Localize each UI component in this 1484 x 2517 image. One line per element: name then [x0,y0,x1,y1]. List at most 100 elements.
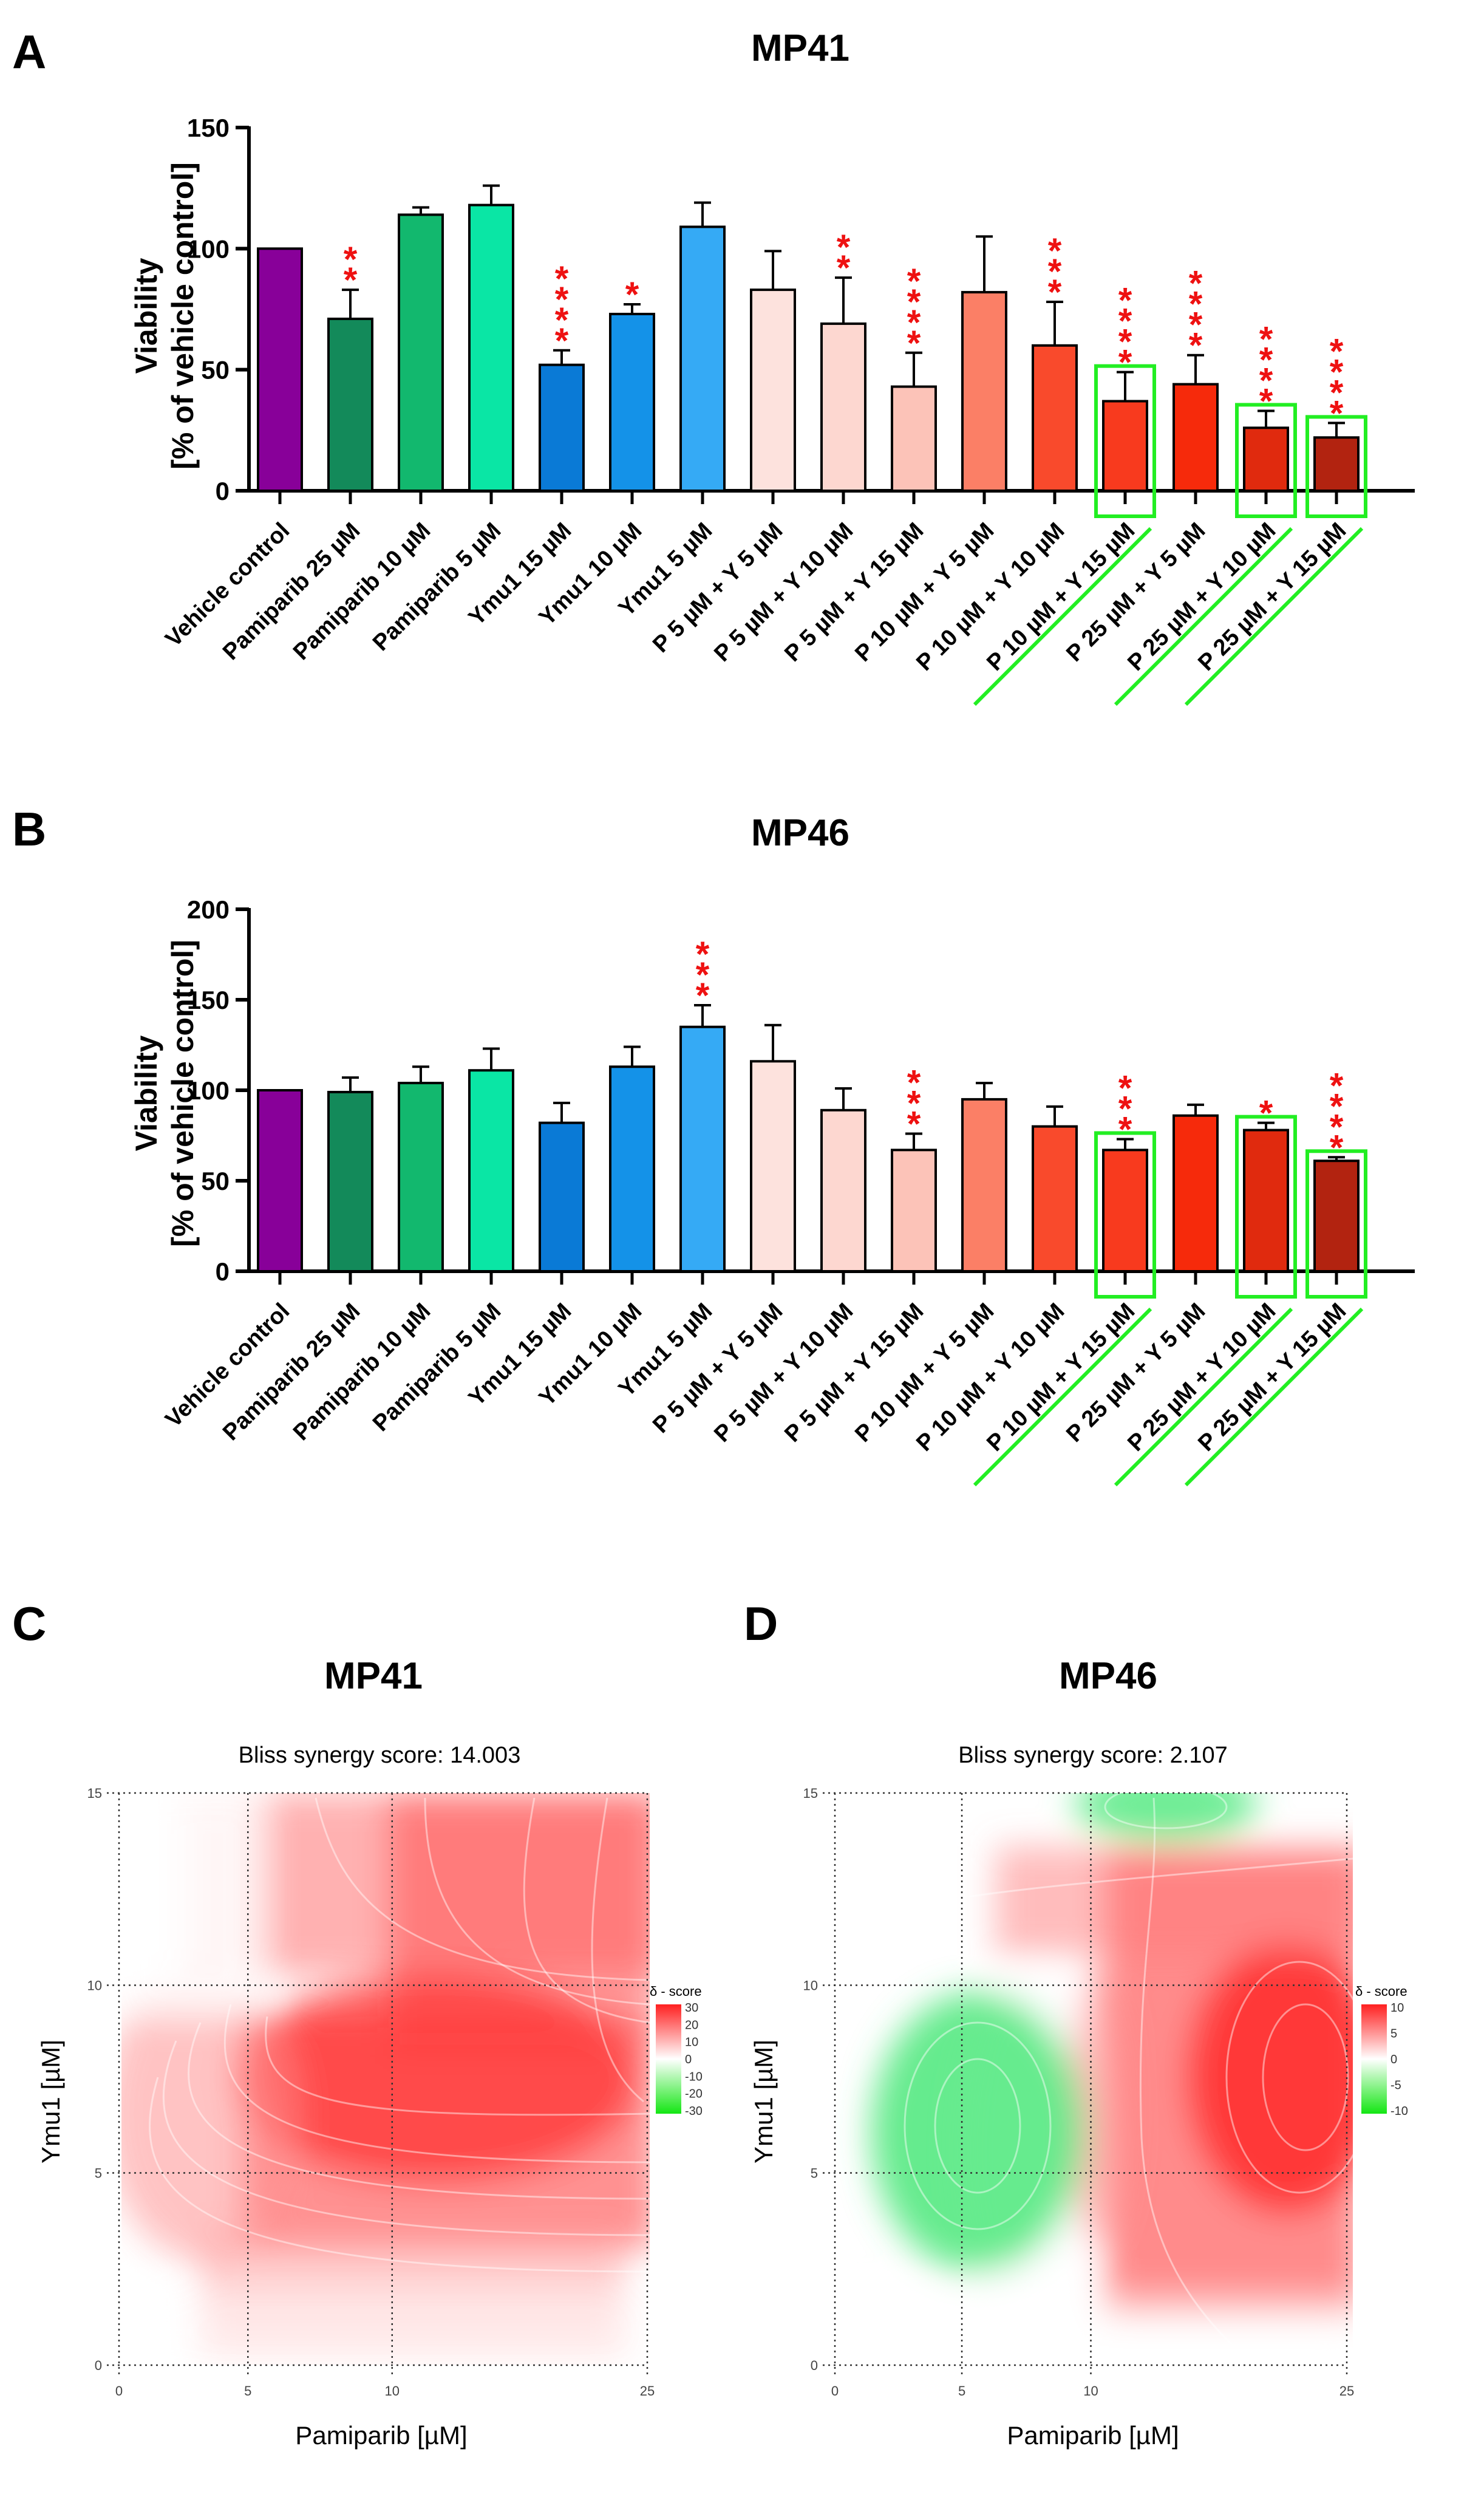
significance-stars: * * * [696,935,710,1016]
significance-stars: * * * * [1330,1066,1344,1167]
bar [1032,1125,1078,1272]
category-label: Pamiparib 10 µM [288,1299,435,1446]
significance-stars: * [1259,1094,1273,1133]
bar [327,1090,373,1272]
y-tick-label: 100 [187,1076,230,1105]
chart-title: MP46 [751,812,849,854]
bar [891,385,937,492]
significance-stars: * * [837,228,851,288]
heatmap-title: MP46 [1059,1655,1157,1697]
legend-tick-label: 10 [1390,2001,1404,2015]
color-legend: δ - score 30 20 10 0 -10 -20 -30 [650,1984,703,2118]
bar [679,1025,726,1272]
bar [750,289,796,492]
legend-color-bar [1361,2004,1387,2114]
legend-tick-label: -30 [685,2105,703,2118]
legend-tick-label: 10 [685,2036,698,2049]
legend-color-bar [656,2004,681,2114]
bar [398,1082,444,1272]
y-tick-label: 0 [95,2358,102,2373]
significance-stars: * * * * [1330,332,1344,433]
heatmap-mp41: MP41 Bliss synergy score: 14.003 [36,1655,703,2450]
synergy-surface [121,1793,650,2365]
highlight-underline [973,527,1152,706]
highlight-box [1094,1131,1156,1299]
y-axis-label: Viability [129,1035,163,1151]
x-axis-label: Pamiparib [µM] [1007,2421,1179,2450]
legend-ticks: 10 5 0 -5 -10 [1390,2001,1408,2118]
chart-title: MP41 [751,27,849,69]
significance-stars: * * * [1118,1068,1132,1149]
bar [398,213,444,492]
x-tick-label: 10 [1083,2383,1098,2399]
x-tick-label: 5 [958,2383,965,2399]
y-tick-label: 50 [201,1167,230,1195]
x-tick-label: 25 [1339,2383,1354,2399]
y-tick-label: 15 [803,1786,818,1801]
significance-stars: * * [344,240,358,300]
legend-tick-label: -20 [685,2088,703,2101]
highlight-box [1235,403,1297,518]
bar [257,1089,303,1272]
bar [1173,1114,1219,1272]
bar [257,247,303,492]
legend-tick-label: 30 [685,2001,698,2015]
significance-stars: * * * * [907,262,921,363]
y-tick-label: 5 [811,2165,818,2181]
bar [961,1098,1007,1273]
legend-tick-label: 0 [1390,2053,1397,2066]
significance-stars: * * * * [1118,281,1132,383]
x-tick-label: 0 [831,2383,839,2399]
y-tick-label: 5 [95,2165,102,2181]
x-tick-label: 0 [115,2383,123,2399]
y-tick-label: 10 [803,1978,818,1993]
y-tick-label: 0 [216,477,230,505]
significance-stars: * * * * [555,259,569,361]
highlight-box [1305,1149,1367,1299]
bar [1243,426,1289,493]
bar [468,203,514,492]
significance-stars: * [625,275,639,315]
highlight-underline [1184,1307,1364,1487]
y-tick-label: 10 [87,1978,102,1993]
category-label: P 5 µM + Y 5 µM [648,1299,788,1438]
x-tick-label: 10 [385,2383,400,2399]
heatmap-subtitle: Bliss synergy score: 14.003 [239,1743,521,1768]
panel-label-a: A [12,25,46,78]
bar [609,1065,655,1272]
category-label: Pamiparib 5 µM [368,518,506,656]
heatmap-axes: 0 5 10 25 0 5 10 15 [87,1786,655,2399]
y-axis-label-units: [% of vehicle control] [166,940,200,1247]
category-label: Pamiparib 10 µM [288,518,435,665]
panel-label-b: B [12,802,46,856]
legend-title: δ - score [1355,1984,1407,1999]
bar [961,291,1007,492]
bar [609,312,655,492]
category-label: Vehicle control [161,518,295,652]
significance-stars: * * * [907,1064,921,1144]
bar [327,317,373,492]
y-tick-label: 0 [811,2358,818,2373]
legend-ticks: 30 20 10 0 -10 -20 -30 [685,2001,703,2118]
heatmap-mp46: MP46 Bliss synergy score: 2.107 [749,1655,1408,2450]
bar [1173,383,1219,492]
bar [1243,1129,1289,1273]
bar-chart-mp41: MP41 Viability [% of vehicle control] 0 5… [129,27,1415,706]
legend-tick-label: -5 [1390,2079,1401,2092]
legend-title: δ - score [650,1984,702,1999]
heatmap-subtitle: Bliss synergy score: 2.107 [958,1743,1228,1768]
y-tick-label: 0 [216,1257,230,1286]
legend-tick-label: 5 [1390,2027,1397,2041]
y-axis-label: Ymu1 [µM] [36,2040,65,2164]
bar [1313,1159,1360,1272]
highlight-underline [1114,1307,1293,1487]
y-tick-label: 150 [187,114,230,142]
significance-stars: * * * * [1259,319,1273,421]
color-legend: δ - score 10 5 0 -5 -10 [1355,1984,1408,2118]
heatmap-axes: 0 5 10 25 0 5 10 15 [803,1786,1355,2399]
category-label: Pamiparib 25 µM [218,518,365,665]
bar [1102,400,1148,493]
x-axis-label: Pamiparib [µM] [295,2421,467,2450]
significance-stars: * * * [1048,231,1062,312]
synergy-surface [835,1793,1353,2365]
